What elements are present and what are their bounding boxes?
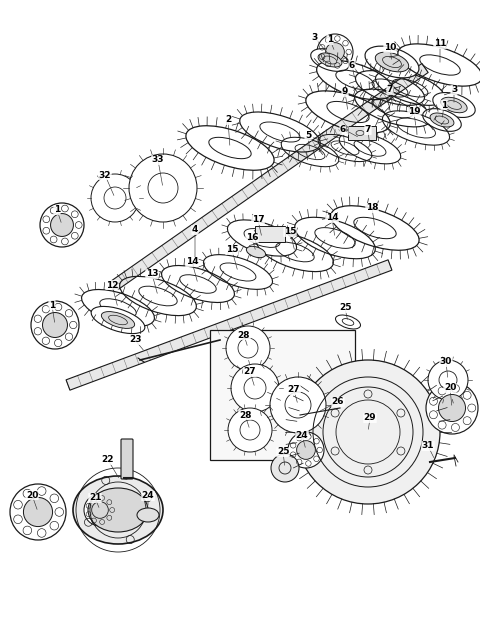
FancyBboxPatch shape <box>210 330 355 460</box>
Circle shape <box>91 174 139 222</box>
Text: 7: 7 <box>365 125 371 135</box>
Text: 25: 25 <box>277 447 289 457</box>
Text: 17: 17 <box>252 215 264 225</box>
Text: 22: 22 <box>102 456 114 464</box>
Text: 3: 3 <box>451 85 457 94</box>
Text: 10: 10 <box>384 44 396 52</box>
Text: 1: 1 <box>54 205 60 215</box>
Circle shape <box>129 154 197 222</box>
Circle shape <box>426 382 478 434</box>
Text: 18: 18 <box>366 203 378 213</box>
Circle shape <box>428 360 468 400</box>
Text: 24: 24 <box>142 492 154 500</box>
Ellipse shape <box>101 311 135 328</box>
Text: 12: 12 <box>106 281 118 290</box>
Text: 27: 27 <box>288 386 300 394</box>
Circle shape <box>43 313 68 338</box>
Circle shape <box>84 494 116 526</box>
Text: 4: 4 <box>192 225 198 235</box>
Circle shape <box>288 432 324 468</box>
Circle shape <box>50 213 73 236</box>
Text: 6: 6 <box>340 125 346 135</box>
Circle shape <box>24 497 53 527</box>
Ellipse shape <box>91 306 145 334</box>
Circle shape <box>317 34 353 70</box>
Text: 20: 20 <box>26 490 38 499</box>
Text: 24: 24 <box>296 431 308 439</box>
Ellipse shape <box>137 508 159 522</box>
Text: 15: 15 <box>284 228 296 236</box>
Text: 31: 31 <box>422 442 434 451</box>
Text: 25: 25 <box>339 303 351 313</box>
Circle shape <box>31 301 79 349</box>
Ellipse shape <box>423 109 461 131</box>
Text: 29: 29 <box>364 414 376 422</box>
Ellipse shape <box>433 92 475 117</box>
Text: 21: 21 <box>89 494 101 502</box>
Circle shape <box>226 326 270 370</box>
Circle shape <box>40 203 84 247</box>
Ellipse shape <box>336 315 360 329</box>
Circle shape <box>10 484 66 540</box>
Text: 20: 20 <box>444 384 456 392</box>
Circle shape <box>270 377 326 433</box>
Ellipse shape <box>311 49 349 71</box>
Text: 32: 32 <box>99 170 111 180</box>
Ellipse shape <box>88 488 148 532</box>
Text: 6: 6 <box>349 61 355 69</box>
Text: 2: 2 <box>225 115 231 125</box>
Text: 3: 3 <box>312 34 318 42</box>
Text: 27: 27 <box>244 368 256 376</box>
Text: 28: 28 <box>238 331 250 339</box>
Circle shape <box>439 394 466 422</box>
Ellipse shape <box>246 246 265 258</box>
Ellipse shape <box>73 476 163 544</box>
Polygon shape <box>66 260 392 390</box>
Text: 26: 26 <box>332 397 344 406</box>
Circle shape <box>228 408 272 452</box>
Circle shape <box>296 360 440 504</box>
Text: 30: 30 <box>440 358 452 366</box>
Text: 33: 33 <box>152 155 164 165</box>
FancyBboxPatch shape <box>121 439 133 479</box>
FancyBboxPatch shape <box>255 226 285 242</box>
FancyBboxPatch shape <box>348 126 376 140</box>
Circle shape <box>297 441 315 459</box>
Text: 7: 7 <box>387 85 393 94</box>
Text: 9: 9 <box>342 87 348 97</box>
Text: 14: 14 <box>186 258 198 266</box>
Text: 5: 5 <box>305 132 311 140</box>
Text: 1: 1 <box>49 301 55 310</box>
Ellipse shape <box>375 52 409 72</box>
Text: 14: 14 <box>326 213 338 223</box>
Polygon shape <box>112 64 428 290</box>
Ellipse shape <box>318 53 342 67</box>
Ellipse shape <box>365 46 419 78</box>
Text: 8: 8 <box>342 125 348 135</box>
Circle shape <box>325 42 344 61</box>
Text: 19: 19 <box>408 107 420 117</box>
Text: 1: 1 <box>327 36 333 44</box>
Text: 11: 11 <box>434 39 446 49</box>
Circle shape <box>231 364 279 412</box>
Ellipse shape <box>430 113 454 127</box>
Text: 23: 23 <box>129 336 141 344</box>
Text: 28: 28 <box>239 411 251 419</box>
Text: 16: 16 <box>246 233 258 243</box>
Circle shape <box>271 454 299 482</box>
Ellipse shape <box>441 97 467 113</box>
Text: 1: 1 <box>441 100 447 109</box>
Text: 13: 13 <box>146 270 158 278</box>
Circle shape <box>92 502 108 519</box>
Text: 15: 15 <box>226 245 238 255</box>
